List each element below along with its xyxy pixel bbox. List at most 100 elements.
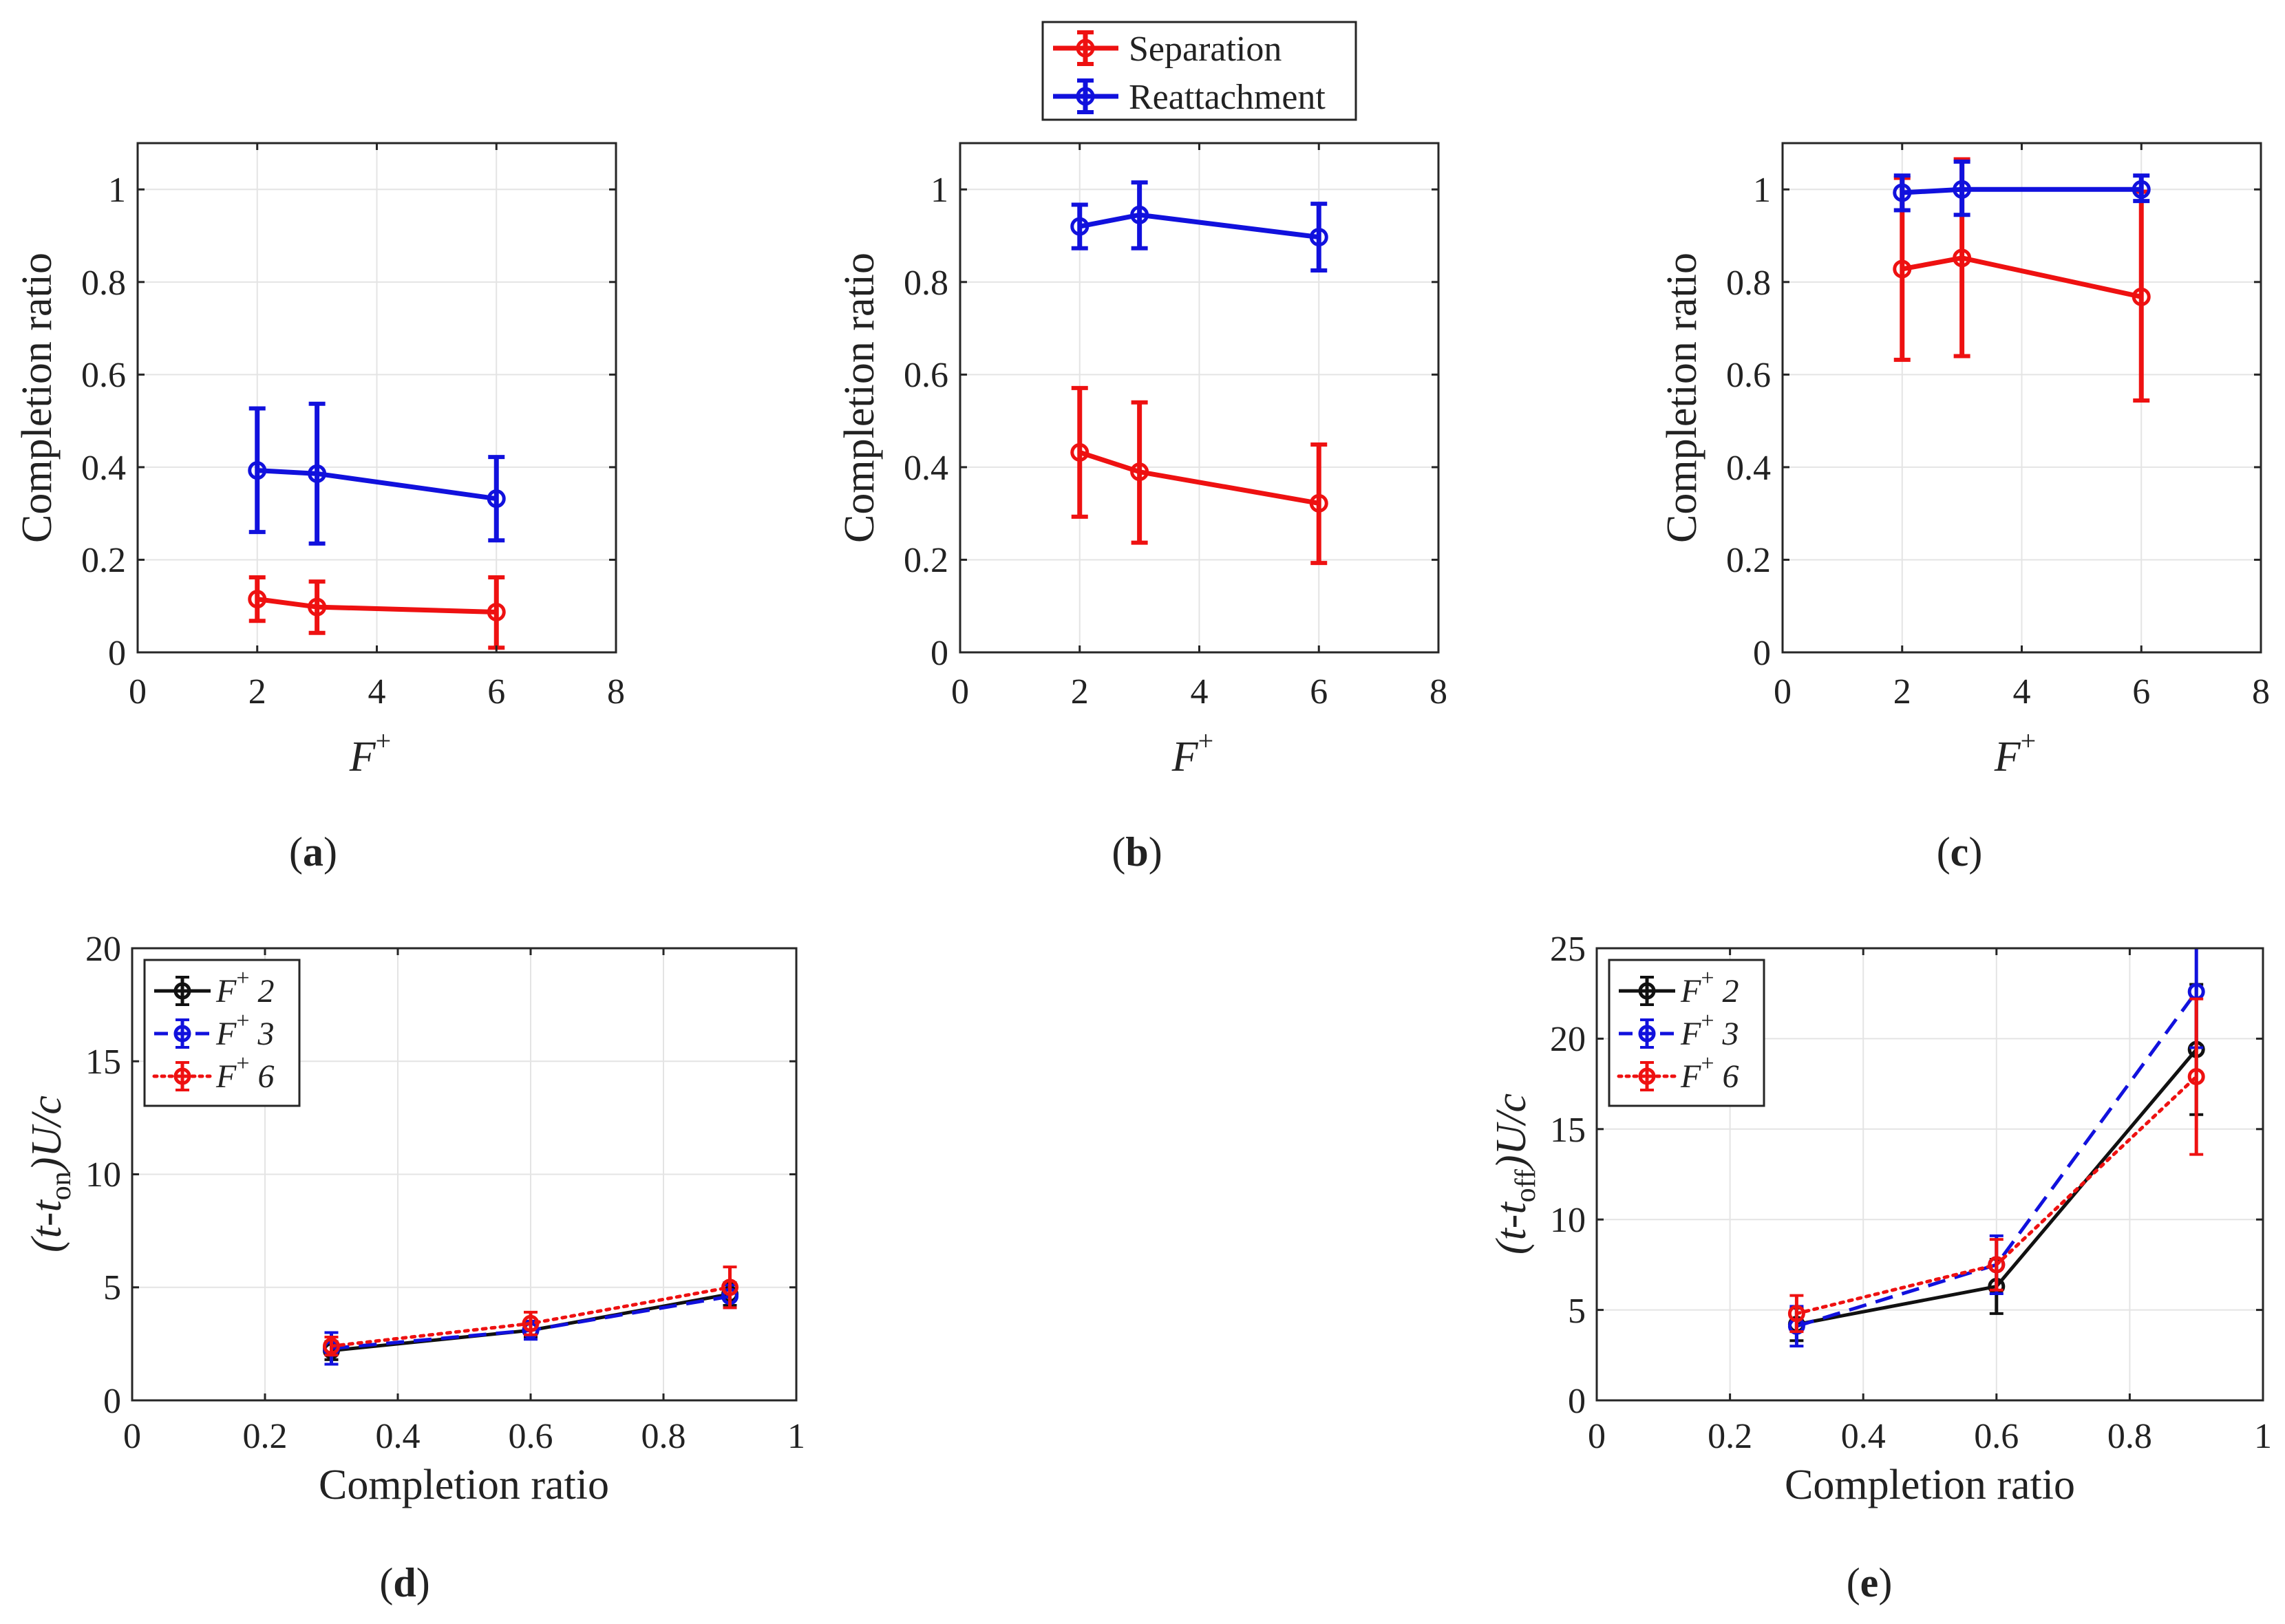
xtick-label: 8 [2252, 672, 2270, 712]
panel-d-xlabel: Completion ratio [319, 1462, 609, 1508]
data-point [2132, 180, 2151, 199]
xtick-label: 1 [787, 1417, 805, 1456]
legend-marker [1638, 1025, 1656, 1043]
ytick-label: 0.2 [1726, 541, 1771, 580]
ytick-label: 0 [1568, 1382, 1586, 1421]
ytick-label: 0.2 [81, 541, 126, 580]
xtick-label: 2 [1071, 672, 1089, 712]
ytick-label: 20 [1550, 1020, 1586, 1059]
series-f-6 [1787, 997, 2205, 1334]
panel-b-ylabel: Completion ratio [836, 253, 883, 543]
data-point [248, 590, 267, 609]
panel-c-ytick-labels: 0 0.2 0.4 0.6 0.8 1 [1726, 171, 1771, 673]
data-point [1953, 180, 1972, 199]
ytick-label: 15 [1550, 1111, 1586, 1150]
panel-b-ytick-labels: 0 0.2 0.4 0.6 0.8 1 [904, 171, 948, 673]
panel-e-legend: F+ 2F+ 3F+ 6 [1608, 959, 1765, 1107]
panel-a-xlabel: F+ [349, 725, 391, 780]
panel-c-plot [1893, 157, 2151, 403]
panel-a-xtick-labels: 0 2 4 6 8 [129, 672, 625, 712]
xtick-label: 0.2 [1708, 1417, 1752, 1456]
ytick-label: 5 [1568, 1292, 1586, 1331]
ytick-label: 15 [85, 1043, 121, 1082]
legend-label: F+ 2 [1680, 965, 1739, 1009]
legend-label-reattachment: Reattachment [1129, 78, 1326, 117]
xtick-label: 6 [1310, 672, 1328, 712]
ytick-label: 1 [931, 171, 948, 210]
panel-e-label: (e) [1847, 1560, 1893, 1605]
legend-marker [173, 1067, 191, 1085]
legend-top: Separation Reattachment [1041, 21, 1357, 121]
legend-item-f6: F+ 6 [1617, 1051, 1739, 1095]
xtick-label: 0 [951, 672, 969, 712]
xtick-label: 4 [1191, 672, 1209, 712]
panel-c-grid [1783, 143, 2261, 652]
ytick-label: 0.4 [1726, 449, 1771, 488]
legend-item-f6: F+ 6 [152, 1051, 275, 1095]
panel-a: 0 2 4 6 8 0 0.2 0.4 0.6 0.8 1 Completion… [14, 142, 625, 875]
xtick-label: 2 [1893, 672, 1911, 712]
ytick-label: 25 [1550, 930, 1586, 969]
series-reattachment [248, 401, 506, 546]
panel-e-ticks [1595, 947, 2264, 1402]
legend-label: F+ 6 [1680, 1051, 1739, 1095]
panel-c-xlabel: F+ [1994, 725, 2036, 780]
legend-label: F+ 3 [215, 1008, 275, 1052]
xtick-label: 6 [2132, 672, 2150, 712]
ytick-label: 0.6 [81, 356, 126, 395]
ytick-label: 0.8 [1726, 264, 1771, 303]
ytick-label: 1 [108, 171, 126, 210]
legend-box [1608, 959, 1765, 1107]
legend-item-f2: F+ 2 [154, 965, 275, 1009]
panel-b-grid [960, 143, 1438, 652]
xtick-label: 4 [368, 672, 386, 712]
data-point [1893, 259, 1912, 279]
ytick-label: 0 [108, 634, 126, 673]
panel-b-xtick-labels: 0 2 4 6 8 [951, 672, 1447, 712]
xtick-label: 0.8 [2107, 1417, 2152, 1456]
legend-label-separation: Separation [1129, 30, 1282, 69]
data-point [1893, 183, 1912, 202]
panel-a-grid [138, 143, 616, 652]
legend-item-f3: F+ 3 [1619, 1008, 1739, 1052]
xtick-label: 0 [123, 1417, 141, 1456]
series-reattachment [1070, 180, 1328, 273]
panel-a-ticks [136, 143, 617, 654]
legend-box [143, 959, 301, 1107]
panel-c-ticks [1781, 143, 2262, 654]
ytick-label: 0.2 [904, 541, 948, 580]
legend-marker [1638, 982, 1656, 1000]
legend-item-f2: F+ 2 [1619, 965, 1739, 1009]
data-point [1787, 1305, 1805, 1323]
xtick-label: 0 [129, 672, 147, 712]
panel-b-label: (b) [1112, 829, 1162, 875]
data-point [308, 597, 327, 617]
legend-label: F+ 3 [1680, 1008, 1739, 1052]
xtick-label: 0.4 [1841, 1417, 1886, 1456]
ytick-label: 0.8 [81, 264, 126, 303]
panel-a-plot [248, 401, 506, 650]
series-f-6 [323, 1265, 738, 1357]
data-point [1309, 493, 1328, 513]
xtick-label: 0 [1588, 1417, 1606, 1456]
legend-label: F+ 2 [215, 965, 275, 1009]
panel-d-ticks [131, 947, 798, 1402]
panel-e-axes-box [1595, 947, 2264, 1402]
data-point [721, 1279, 738, 1296]
ytick-label: 0 [1753, 634, 1771, 673]
xtick-label: 8 [1430, 672, 1447, 712]
series-reattachment [1893, 159, 2151, 217]
panel-c-xtick-labels: 0 2 4 6 8 [1774, 672, 2270, 712]
legend-top-item-reattachment: Reattachment [1053, 78, 1326, 117]
ytick-label: 0.4 [81, 449, 126, 488]
legend-marker [173, 1025, 191, 1043]
panel-b: 0 2 4 6 8 0 0.2 0.4 0.6 0.8 1 Completion… [836, 142, 1447, 875]
data-point [2132, 287, 2151, 306]
ytick-label: 20 [85, 930, 121, 969]
panel-e-ytick-labels: 0 5 10 15 20 25 [1550, 930, 1586, 1421]
data-point [2187, 1068, 2205, 1086]
data-point [1309, 228, 1328, 247]
panel-b-xlabel: F+ [1171, 725, 1213, 780]
panel-a-label: (a) [289, 829, 337, 875]
ytick-label: 1 [1753, 171, 1771, 210]
